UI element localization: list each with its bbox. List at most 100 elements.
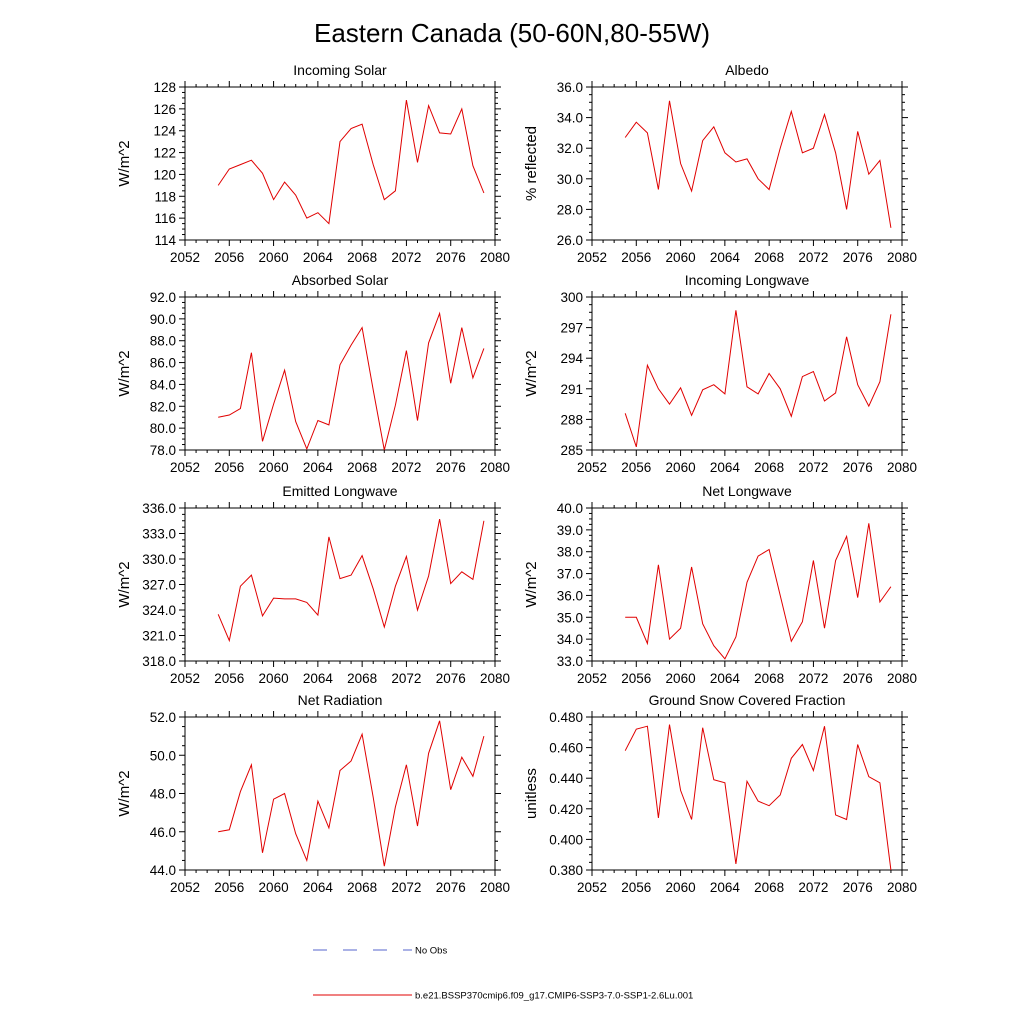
x-tick-label: 2056 <box>214 460 244 475</box>
figure-title: Eastern Canada (50-60N,80-55W) <box>314 18 710 48</box>
y-tick-label: 30.0 <box>557 172 583 187</box>
y-tick-label: 128 <box>153 80 176 95</box>
plot-frame <box>184 296 496 451</box>
series-line <box>218 720 485 867</box>
y-axis-label: W/m^2 <box>116 140 133 186</box>
series-line <box>624 100 892 228</box>
y-tick-label: 118 <box>154 189 176 204</box>
x-tick-label: 2080 <box>480 460 510 475</box>
x-tick-label: 2064 <box>710 460 741 475</box>
y-tick-label: 285 <box>560 443 583 458</box>
y-tick-label: 291 <box>560 382 583 397</box>
x-tick-label: 2076 <box>436 880 466 895</box>
y-tick-label: 122 <box>153 146 176 161</box>
y-tick-label: 114 <box>154 233 176 248</box>
x-tick-label: 2064 <box>303 880 334 895</box>
x-tick-label: 2056 <box>214 250 244 265</box>
panel-title: Albedo <box>725 62 769 78</box>
y-tick-label: 116 <box>154 211 176 226</box>
y-tick-label: 48.0 <box>150 787 176 802</box>
y-tick-label: 50.0 <box>150 748 176 763</box>
y-tick-label: 0.460 <box>549 741 583 756</box>
x-tick-label: 2056 <box>214 880 244 895</box>
y-tick-label: 0.420 <box>549 802 583 817</box>
series-line <box>624 724 892 871</box>
x-tick-label: 2068 <box>347 460 377 475</box>
x-tick-label: 2052 <box>170 460 200 475</box>
x-tick-label: 2076 <box>843 460 873 475</box>
panel-5: Emitted Longwave W/m^2 2052 2056 2060 2064 206… <box>116 483 510 686</box>
x-tick-label: 2072 <box>798 250 828 265</box>
panel-3: Absorbed Solar W/m^2 2052 2056 2060 2064 2068 2… <box>116 272 510 475</box>
y-tick-label: 0.400 <box>549 832 583 847</box>
y-axis-label: W/m^2 <box>523 350 540 396</box>
x-tick-label: 2080 <box>887 460 917 475</box>
x-tick-label: 2072 <box>391 250 421 265</box>
x-tick-label: 2068 <box>754 880 784 895</box>
plot-frame <box>591 716 903 871</box>
panel-title: Emitted Longwave <box>282 483 397 499</box>
y-tick-label: 288 <box>560 412 583 427</box>
panel-8: Ground Snow Covered Fraction unitless 2052… <box>523 692 917 895</box>
panel-1: Incoming Solar W/m^2 2052 2056 2060 2064 2068 2… <box>116 62 510 265</box>
series-line <box>624 310 892 448</box>
x-tick-label: 2080 <box>887 671 917 686</box>
y-tick-label: 336.0 <box>142 501 176 516</box>
x-tick-label: 2052 <box>577 460 607 475</box>
panel-title: Incoming Solar <box>293 62 387 78</box>
y-tick-label: 330.0 <box>142 552 176 567</box>
x-tick-label: 2056 <box>621 460 651 475</box>
y-tick-label: 321.0 <box>142 629 176 644</box>
x-tick-label: 2072 <box>391 671 421 686</box>
panels-grid: Incoming Solar W/m^2 2052 2056 2060 2064 2068 2… <box>116 62 917 895</box>
x-tick-label: 2064 <box>710 250 741 265</box>
x-tick-label: 2064 <box>710 880 741 895</box>
x-tick-label: 2076 <box>436 671 466 686</box>
x-tick-label: 2064 <box>303 671 334 686</box>
x-tick-label: 2068 <box>347 250 377 265</box>
y-tick-label: 38.0 <box>557 545 583 560</box>
x-tick-label: 2052 <box>170 671 200 686</box>
x-tick-label: 2064 <box>303 250 334 265</box>
x-tick-label: 2072 <box>391 460 421 475</box>
x-tick-label: 2056 <box>214 671 244 686</box>
x-tick-label: 2052 <box>577 250 607 265</box>
x-tick-label: 2080 <box>887 250 917 265</box>
x-tick-label: 2076 <box>436 460 466 475</box>
plot-frame <box>184 86 496 241</box>
y-tick-label: 0.480 <box>549 710 583 725</box>
x-tick-label: 2060 <box>666 250 696 265</box>
y-tick-label: 32.0 <box>557 141 583 156</box>
y-axis-label: W/m^2 <box>523 561 540 607</box>
y-tick-label: 90.0 <box>150 312 176 327</box>
x-tick-label: 2076 <box>843 250 873 265</box>
x-tick-label: 2076 <box>436 250 466 265</box>
x-tick-label: 2056 <box>621 880 651 895</box>
x-tick-label: 2068 <box>754 250 784 265</box>
y-tick-label: 82.0 <box>150 399 176 414</box>
y-tick-label: 39.0 <box>557 523 583 538</box>
panel-7: Net Radiation W/m^2 2052 2056 2060 2064 2068 20… <box>116 692 510 895</box>
y-tick-label: 0.440 <box>549 771 583 786</box>
panel-title: Absorbed Solar <box>292 272 389 288</box>
y-tick-label: 86.0 <box>150 356 176 371</box>
plot-frame <box>591 86 903 241</box>
y-tick-label: 46.0 <box>150 825 176 840</box>
y-tick-label: 40.0 <box>557 501 583 516</box>
x-tick-label: 2068 <box>754 460 784 475</box>
y-tick-label: 44.0 <box>150 863 176 878</box>
panel-title: Incoming Longwave <box>685 272 810 288</box>
y-axis-label: W/m^2 <box>116 350 133 396</box>
y-tick-label: 34.0 <box>557 632 583 647</box>
series-line <box>218 311 485 451</box>
y-axis-label: % reflected <box>523 126 540 201</box>
x-tick-label: 2052 <box>170 880 200 895</box>
x-tick-label: 2080 <box>480 880 510 895</box>
x-tick-label: 2072 <box>798 671 828 686</box>
x-tick-label: 2060 <box>666 880 696 895</box>
panel-6: Net Longwave W/m^2 2052 2056 2060 2064 2068 207… <box>523 483 917 686</box>
y-tick-label: 84.0 <box>150 377 176 392</box>
y-tick-label: 88.0 <box>150 334 176 349</box>
panel-4: Incoming Longwave W/m^2 2052 2056 2060 2064 20… <box>523 272 917 475</box>
